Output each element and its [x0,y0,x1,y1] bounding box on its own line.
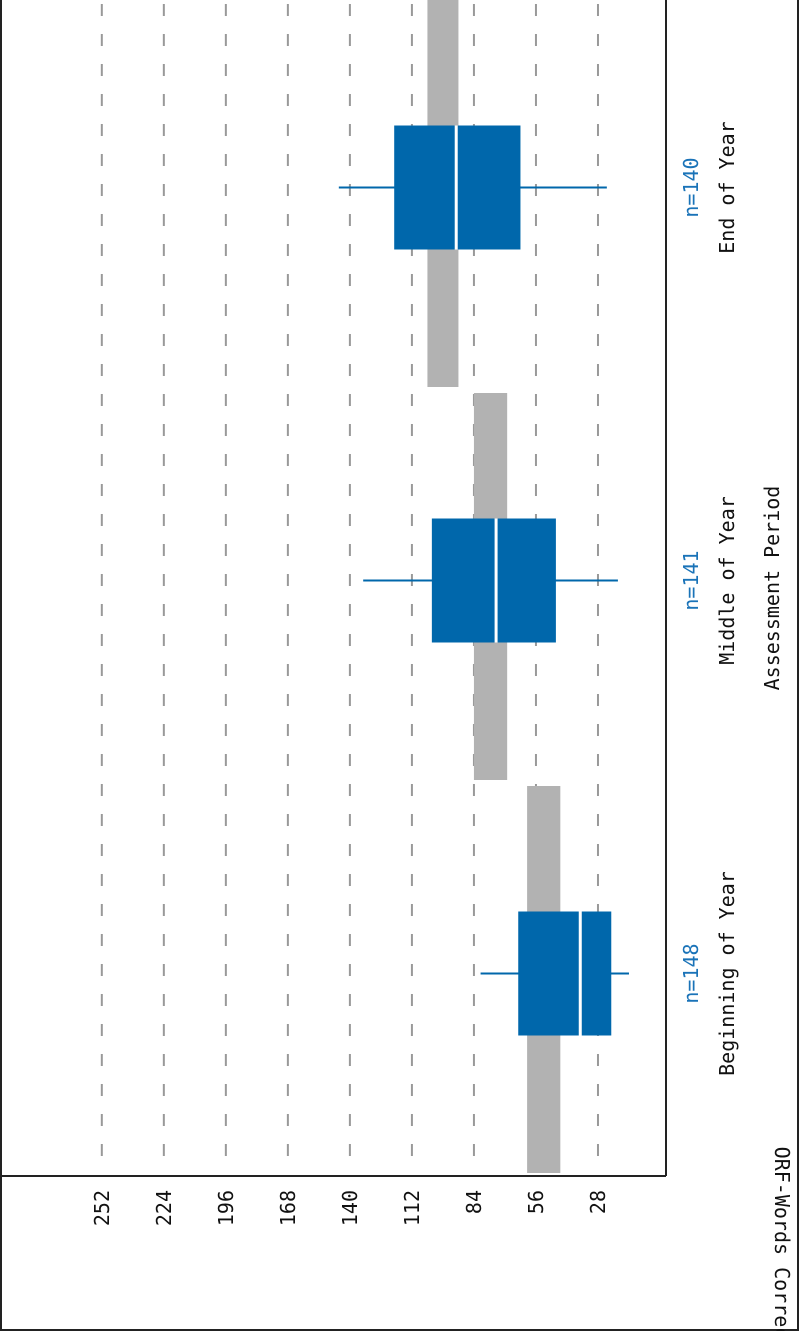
box-iqr [431,518,556,643]
count-label: n=141 [679,550,703,610]
y-tick-label: 28 [586,1190,610,1214]
count-label: n=148 [679,943,703,1003]
category-label: End of Year [715,121,739,253]
box-layer [338,125,629,1036]
y-tick-label: 84 [462,1190,486,1214]
y-tick-label: 140 [338,1190,362,1226]
y-tick-label: 196 [214,1190,238,1226]
y-tick-label: 252 [90,1190,114,1226]
y-tick-label: 168 [276,1190,300,1226]
count-label: n=140 [679,157,703,217]
label-layer: 28 56 84 112 140 168 196 224 252 n=148 Beginning o… [90,121,794,1331]
y-tick-label: 224 [152,1190,176,1226]
category-label: Middle of Year [715,496,739,665]
y-tick-label: 112 [400,1190,424,1226]
y-tick-label: 56 [524,1190,548,1214]
category-label: Beginning of Year [715,871,739,1076]
x-axis-title: Assessment Period [760,486,784,691]
y-axis-title: ORF-Words Correct [770,1147,794,1331]
box-iqr [518,911,612,1036]
axis-layer [2,0,667,1177]
